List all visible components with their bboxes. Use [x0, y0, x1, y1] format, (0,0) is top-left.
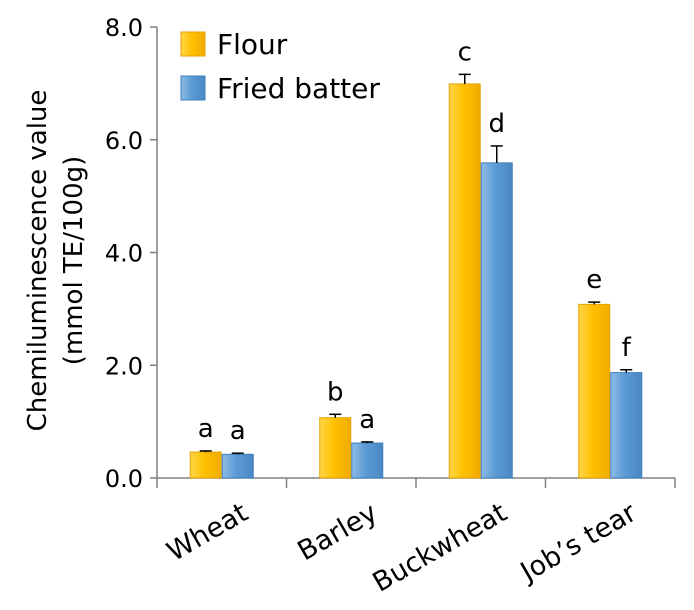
y-tick-label: 0.0	[105, 465, 143, 493]
bar	[351, 442, 384, 479]
bar	[610, 372, 643, 479]
x-tick-label: Wheat	[162, 497, 253, 568]
significance-label: f	[622, 333, 632, 363]
significance-label: b	[327, 377, 344, 407]
y-axis-label-line2: (mmol TE/100g)	[59, 156, 89, 366]
y-tick-label: 8.0	[105, 14, 143, 42]
significance-label: a	[359, 405, 375, 435]
x-tick-label: Buckwheat	[368, 497, 513, 598]
bars	[189, 73, 643, 479]
significance-label: e	[586, 265, 602, 295]
y-axis-label-line1: Chemiluminescence value	[23, 90, 53, 432]
bar	[448, 83, 481, 479]
legend-swatch	[180, 75, 206, 101]
significance-label: a	[198, 414, 214, 444]
y-tick-label: 2.0	[105, 352, 143, 380]
x-tick-label: Job’s tear	[514, 497, 643, 589]
y-tick-label: 6.0	[105, 127, 143, 155]
significance-label: d	[488, 109, 505, 139]
bar	[480, 162, 513, 479]
legend: Flour Fried batter	[180, 28, 380, 105]
bar	[221, 453, 254, 479]
significance-label: c	[458, 37, 472, 67]
legend-swatch	[180, 31, 206, 57]
legend-label: Flour	[217, 28, 288, 61]
y-tick-label: 4.0	[105, 240, 143, 268]
legend-label: Fried batter	[217, 72, 380, 105]
bar	[189, 451, 222, 479]
y-axis-title: Chemiluminescence value (mmol TE/100g)	[23, 90, 89, 432]
axes: 0.0 2.0 4.0 6.0 8.0	[105, 14, 676, 493]
x-tick-label: Barley	[293, 497, 383, 567]
bar	[319, 417, 352, 479]
bar	[578, 303, 611, 479]
significance-label: a	[230, 416, 246, 446]
